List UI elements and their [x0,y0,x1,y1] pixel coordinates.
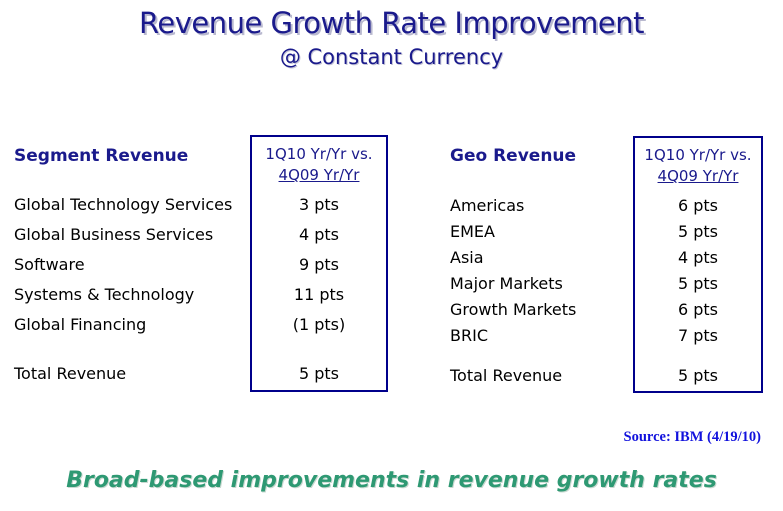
table-row: BRIC 7 pts [450,322,763,348]
segment-column-header: 1Q10 Yr/Yr vs. 4Q09 Yr/Yr [250,144,388,186]
row-label: Asia [450,247,484,267]
table-row: Asia 4 pts [450,244,763,270]
row-value: (1 pts) [292,314,346,334]
geo-column-header: 1Q10 Yr/Yr vs. 4Q09 Yr/Yr [633,145,763,187]
row-value: 4 pts [298,224,340,244]
geo-rows: Americas 6 pts EMEA 5 pts Asia 4 pts Major Mar… [450,192,763,348]
row-label: Global Technology Services [14,194,233,214]
row-label: Growth Markets [450,299,577,319]
row-label: Systems & Technology [14,284,195,304]
row-value: 6 pts [677,299,719,319]
row-value: 3 pts [298,194,340,214]
row-label: Software [14,254,85,274]
row-value: 4 pts [677,247,719,267]
row-label: BRIC [450,325,488,345]
row-value: 6 pts [677,195,719,215]
table-row: Global Business Services 4 pts [14,219,388,249]
row-value: 11 pts [293,284,345,304]
row-value: 9 pts [298,254,340,274]
row-label: Global Business Services [14,224,214,244]
segment-total-row: Total Revenue 5 pts [14,358,388,388]
footer-tagline: Broad-based improvements in revenue grow… [66,468,717,493]
segment-column-header-line1: 1Q10 Yr/Yr vs. [265,145,373,163]
segment-rows: Global Technology Services 3 pts Global Bu… [14,189,388,339]
geo-total-label: Total Revenue [450,365,563,385]
row-value: 5 pts [677,221,719,241]
segment-table-heading: Segment Revenue [14,146,189,166]
geo-table-heading: Geo Revenue [450,146,577,166]
geo-value-box [633,136,763,393]
source-note: Source: IBM (4/19/10) [623,429,761,445]
row-value: 5 pts [677,273,719,293]
geo-total-row: Total Revenue 5 pts [450,362,763,388]
row-label: Major Markets [450,273,563,293]
row-label: EMEA [450,221,495,241]
table-row: Growth Markets 6 pts [450,296,763,322]
segment-column-header-line2: 4Q09 Yr/Yr [278,166,360,184]
segment-total-value: 5 pts [298,363,340,383]
segment-value-box [250,135,388,392]
table-row: Major Markets 5 pts [450,270,763,296]
table-row: Software 9 pts [14,249,388,279]
row-value: 7 pts [677,325,719,345]
geo-total-value: 5 pts [677,365,719,385]
page-subtitle: @ Constant Currency [279,45,504,69]
row-label: Americas [450,195,525,215]
table-row: Global Financing (1 pts) [14,309,388,339]
segment-total-label: Total Revenue [14,363,127,383]
geo-column-header-line2: 4Q09 Yr/Yr [657,167,739,185]
row-label: Global Financing [14,314,147,334]
page-title: Revenue Growth Rate Improvement [139,6,645,40]
table-row: Global Technology Services 3 pts [14,189,388,219]
geo-column-header-line1: 1Q10 Yr/Yr vs. [644,146,752,164]
table-row: Americas 6 pts [450,192,763,218]
table-row: Systems & Technology 11 pts [14,279,388,309]
table-row: EMEA 5 pts [450,218,763,244]
